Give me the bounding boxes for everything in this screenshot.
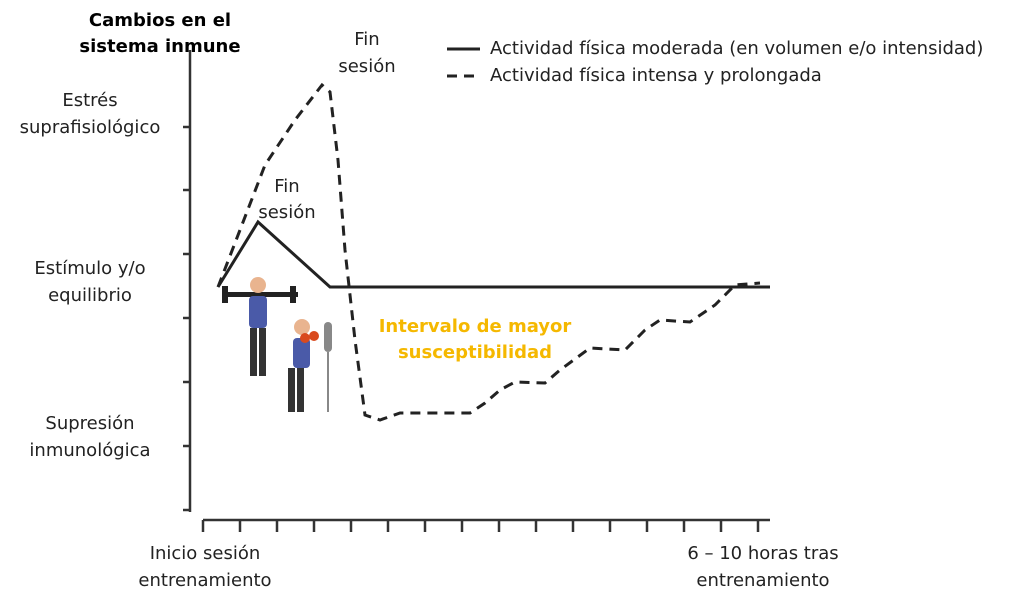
annotation: Fin bbox=[354, 29, 379, 50]
y-label: suprafisiológico bbox=[20, 117, 161, 138]
axis-title: Cambios en el bbox=[89, 10, 231, 31]
annotation: sesión bbox=[258, 202, 315, 223]
x-label: entrenamiento bbox=[138, 570, 271, 591]
legend-label: Actividad física moderada (en volumen e/… bbox=[490, 38, 983, 59]
annotation: sesión bbox=[338, 56, 395, 77]
x-label: entrenamiento bbox=[696, 570, 829, 591]
x-label: Inicio sesión bbox=[150, 543, 261, 564]
moderate-line bbox=[216, 219, 770, 289]
legend-label: Actividad física intensa y prolongada bbox=[490, 65, 822, 86]
y-label: Estímulo y/o bbox=[34, 258, 145, 279]
annotation: susceptibilidad bbox=[398, 342, 552, 363]
y-label: inmunológica bbox=[29, 440, 150, 461]
axes bbox=[183, 50, 770, 532]
x-label: 6 – 10 horas tras bbox=[687, 543, 838, 564]
y-label: Supresión bbox=[45, 413, 134, 434]
annotation: Intervalo de mayor bbox=[379, 316, 572, 337]
athlete-boxing bbox=[288, 319, 332, 412]
y-label: Estrés bbox=[62, 90, 117, 111]
legend: Actividad física moderada (en volumen e/… bbox=[447, 38, 983, 86]
axis-title: sistema inmune bbox=[79, 36, 240, 57]
y-label: equilibrio bbox=[48, 285, 132, 306]
athlete-lifting bbox=[222, 277, 298, 376]
intense-line bbox=[216, 82, 761, 422]
annotation: Fin bbox=[274, 176, 299, 197]
